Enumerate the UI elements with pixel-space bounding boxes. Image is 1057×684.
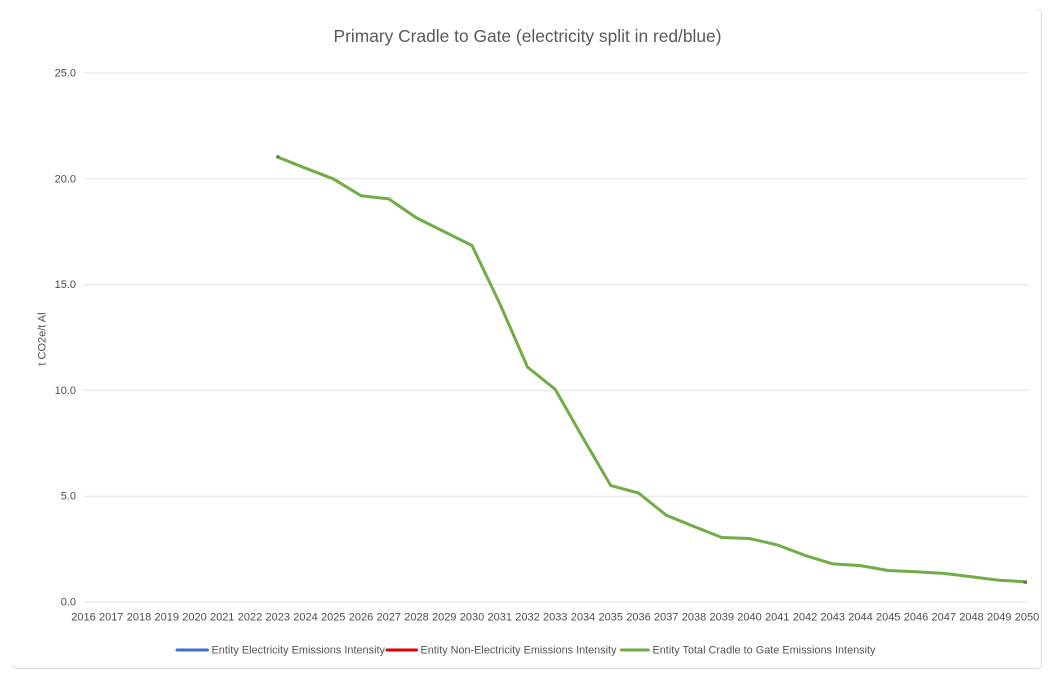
svg-text:2042: 2042 xyxy=(793,612,817,624)
svg-text:Entity Electricity Emissions I: Entity Electricity Emissions Intensity xyxy=(212,645,386,657)
svg-text:5.0: 5.0 xyxy=(61,491,76,503)
svg-text:2034: 2034 xyxy=(571,612,595,624)
svg-text:2017: 2017 xyxy=(99,612,123,624)
svg-text:2033: 2033 xyxy=(543,612,567,624)
svg-text:2046: 2046 xyxy=(904,612,928,624)
svg-text:2026: 2026 xyxy=(349,612,373,624)
svg-text:0.0: 0.0 xyxy=(61,597,76,609)
svg-text:2038: 2038 xyxy=(682,612,706,624)
svg-text:2032: 2032 xyxy=(515,612,539,624)
svg-text:Entity Non-Electricity Emissio: Entity Non-Electricity Emissions Intensi… xyxy=(421,645,617,657)
svg-text:2040: 2040 xyxy=(737,612,761,624)
svg-text:Primary Cradle to Gate (electr: Primary Cradle to Gate (electricity spli… xyxy=(334,26,722,46)
svg-text:2028: 2028 xyxy=(404,612,428,624)
svg-text:2043: 2043 xyxy=(821,612,845,624)
svg-text:2050: 2050 xyxy=(1015,612,1039,624)
svg-text:2049: 2049 xyxy=(987,612,1011,624)
svg-text:2048: 2048 xyxy=(959,612,983,624)
svg-text:2027: 2027 xyxy=(377,612,401,624)
svg-text:20.0: 20.0 xyxy=(55,173,76,185)
svg-text:Entity Total Cradle to Gate Em: Entity Total Cradle to Gate Emissions In… xyxy=(653,645,876,657)
svg-text:15.0: 15.0 xyxy=(55,279,76,291)
svg-text:2047: 2047 xyxy=(932,612,956,624)
svg-text:2018: 2018 xyxy=(127,612,151,624)
svg-text:2044: 2044 xyxy=(848,612,872,624)
svg-text:2029: 2029 xyxy=(432,612,456,624)
svg-text:2022: 2022 xyxy=(238,612,262,624)
svg-text:10.0: 10.0 xyxy=(55,385,76,397)
svg-text:2035: 2035 xyxy=(599,612,623,624)
svg-text:2045: 2045 xyxy=(876,612,900,624)
svg-text:2039: 2039 xyxy=(710,612,734,624)
svg-text:2031: 2031 xyxy=(488,612,512,624)
svg-text:2036: 2036 xyxy=(626,612,650,624)
svg-text:2024: 2024 xyxy=(293,612,317,624)
svg-text:2037: 2037 xyxy=(654,612,678,624)
svg-text:25.0: 25.0 xyxy=(55,68,76,80)
svg-text:2019: 2019 xyxy=(155,612,179,624)
svg-text:2020: 2020 xyxy=(182,612,206,624)
svg-text:2041: 2041 xyxy=(765,612,789,624)
svg-text:2023: 2023 xyxy=(266,612,290,624)
svg-text:2016: 2016 xyxy=(71,612,95,624)
svg-text:t CO2e/t Al: t CO2e/t Al xyxy=(37,312,49,365)
svg-text:2030: 2030 xyxy=(460,612,484,624)
svg-text:2021: 2021 xyxy=(210,612,234,624)
svg-text:2025: 2025 xyxy=(321,612,345,624)
